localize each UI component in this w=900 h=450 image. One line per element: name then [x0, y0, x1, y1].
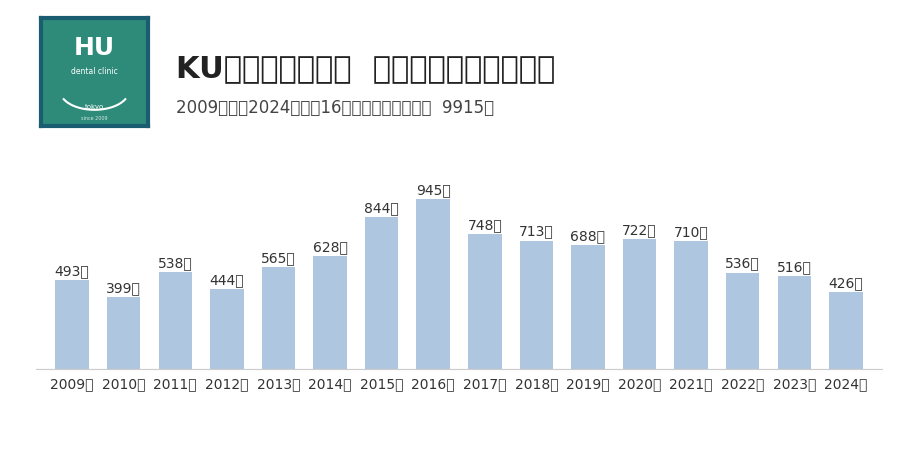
Text: KU歯科クリニック  インプラント埋入本数: KU歯科クリニック インプラント埋入本数	[176, 54, 554, 83]
Bar	[829, 292, 863, 369]
Text: 688本: 688本	[571, 229, 606, 243]
Bar	[623, 239, 656, 369]
Text: 844本: 844本	[364, 201, 399, 215]
Text: tokyo: tokyo	[85, 104, 104, 109]
Bar	[674, 241, 708, 369]
Bar	[262, 267, 295, 369]
Text: 713本: 713本	[519, 225, 554, 239]
Text: 493本: 493本	[55, 264, 89, 278]
Bar	[55, 280, 89, 369]
Text: dental clinic: dental clinic	[71, 68, 118, 76]
Text: 748本: 748本	[467, 218, 502, 232]
Text: 399本: 399本	[106, 281, 141, 295]
Text: 722本: 722本	[622, 223, 657, 237]
Text: 628本: 628本	[312, 240, 347, 254]
Text: since 2009: since 2009	[81, 116, 108, 121]
Bar	[778, 276, 811, 369]
Text: 710本: 710本	[674, 225, 708, 239]
Bar	[158, 272, 192, 369]
Bar	[468, 234, 501, 369]
Text: 536本: 536本	[725, 256, 760, 270]
Text: 516本: 516本	[777, 260, 812, 274]
Text: 2009年から2024年まで16年間の合計埋入本数  9915本: 2009年から2024年まで16年間の合計埋入本数 9915本	[176, 99, 493, 117]
Text: 426本: 426本	[829, 276, 863, 290]
Bar	[572, 245, 605, 369]
Text: 538本: 538本	[158, 256, 193, 270]
Bar	[364, 217, 399, 369]
Text: HU: HU	[74, 36, 115, 60]
Bar	[417, 199, 450, 369]
Bar	[519, 241, 554, 369]
Text: 444本: 444本	[210, 273, 244, 287]
Bar	[726, 273, 760, 369]
Text: 565本: 565本	[261, 251, 296, 265]
Text: 945本: 945本	[416, 183, 451, 197]
Bar	[313, 256, 346, 369]
Bar	[210, 289, 244, 369]
Bar	[107, 297, 140, 369]
